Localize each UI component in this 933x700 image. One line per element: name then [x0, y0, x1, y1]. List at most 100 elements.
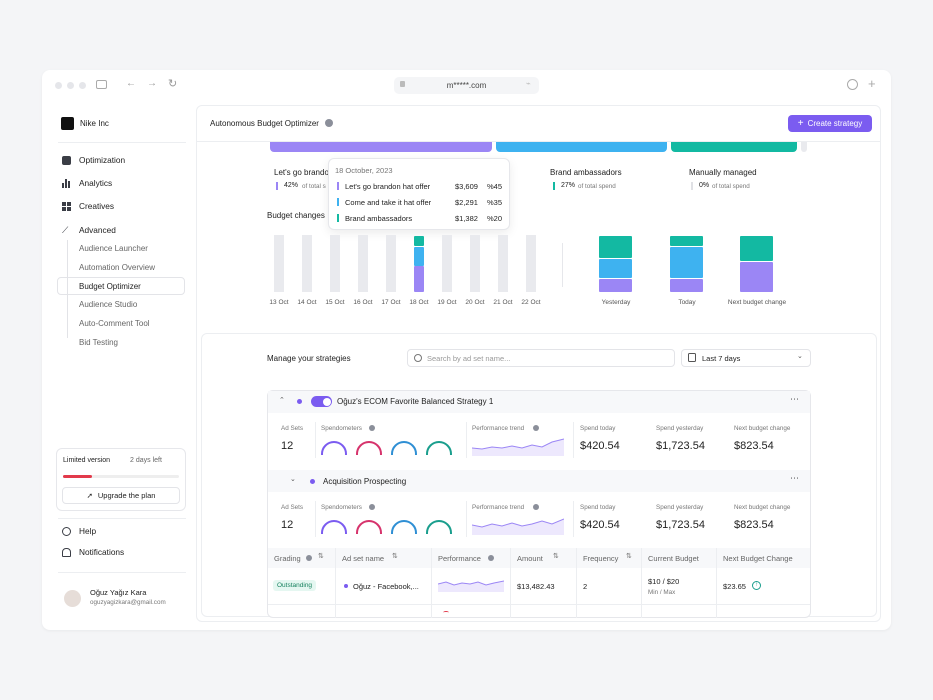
collapse-icon[interactable]: ⌃	[279, 397, 285, 404]
tooltip-date: 18 October, 2023	[335, 166, 393, 175]
sidebar-item-bid-testing[interactable]: Bid Testing	[79, 338, 118, 347]
chart-bar-segment[interactable]	[414, 236, 424, 247]
gauge-icon	[391, 520, 417, 534]
nav-notifications[interactable]: Notifications	[62, 547, 124, 557]
create-strategy-button[interactable]: + Create strategy	[788, 115, 872, 132]
info-icon[interactable]	[369, 425, 375, 431]
col-grading[interactable]: Grading	[274, 554, 301, 563]
sort-icon[interactable]: ⇅	[318, 553, 324, 560]
chart-bar-segment[interactable]	[740, 261, 773, 292]
chart-bar-empty[interactable]	[274, 235, 284, 292]
nav-label: Analytics	[79, 178, 113, 188]
chevron-down-icon: ⌄	[797, 353, 803, 360]
nav-analytics[interactable]: Analytics	[62, 178, 112, 188]
chart-bar-segment[interactable]	[599, 258, 632, 278]
chart-bar-empty[interactable]	[386, 235, 396, 292]
nav-label: Notifications	[79, 547, 125, 557]
tooltip-amount-3: $1,382	[455, 214, 478, 223]
chart-bar-segment[interactable]	[599, 236, 632, 258]
nav-optimization[interactable]: Optimization	[62, 155, 125, 165]
gauge-icon	[356, 441, 382, 455]
sidebar-item-budget-optimizer[interactable]	[57, 277, 185, 295]
window-maximize-dot[interactable]	[79, 82, 86, 89]
chart-bar-segment[interactable]	[670, 236, 703, 247]
avatar[interactable]	[64, 590, 81, 607]
tooltip-pct-3: %20	[487, 214, 503, 223]
more-icon[interactable]: ⋯	[790, 473, 799, 483]
forward-icon[interactable]: →	[147, 78, 157, 89]
expand-icon[interactable]: ⌄	[290, 476, 296, 483]
chart-bar-empty[interactable]	[358, 235, 368, 292]
info-icon[interactable]	[325, 119, 333, 127]
ad-set-name[interactable]: Oğuz - Facebook,...	[353, 582, 419, 591]
upgrade-button[interactable]: ➚ Upgrade the plan	[62, 487, 180, 504]
nav-creatives[interactable]: Creatives	[62, 201, 114, 211]
grade-badge: Outstanding	[273, 580, 317, 591]
chart-bar-segment[interactable]	[599, 278, 632, 292]
col-next-budget-change[interactable]: Next Budget Change	[723, 554, 793, 563]
link-icon[interactable]: ⌁	[526, 79, 531, 88]
chart-bar-empty[interactable]	[470, 235, 480, 292]
sparkline	[438, 580, 504, 592]
spend-yesterday-label: Spend yesterday	[656, 425, 704, 432]
col-performance[interactable]: Performance	[438, 554, 481, 563]
strategy-toggle[interactable]	[311, 396, 332, 407]
chart-bar-empty[interactable]	[442, 235, 452, 292]
chart-bar-segment[interactable]	[414, 266, 424, 292]
col-amount[interactable]: Amount	[517, 554, 543, 563]
download-icon[interactable]	[847, 79, 858, 90]
col-current-budget[interactable]: Current Budget	[648, 554, 699, 563]
chart-bar-segment[interactable]	[670, 278, 703, 292]
chart-bar-segment[interactable]	[670, 247, 703, 278]
arrow-up-icon[interactable]: ↑	[752, 581, 761, 590]
info-icon[interactable]	[488, 555, 494, 561]
sidebar-item-auto-comment-tool[interactable]: Auto-Comment Tool	[79, 319, 150, 328]
x-tick-label: 16 Oct	[353, 299, 373, 306]
info-icon[interactable]	[533, 425, 539, 431]
chart-bar-empty[interactable]	[526, 235, 536, 292]
nav-help[interactable]: Help	[62, 526, 96, 536]
info-icon[interactable]	[369, 504, 375, 510]
allocation-bar-manual[interactable]	[801, 142, 807, 152]
nav-advanced[interactable]: ⟋ Advanced	[62, 225, 116, 235]
search-input[interactable]	[407, 349, 675, 367]
chart-bar-empty[interactable]	[498, 235, 508, 292]
address-bar[interactable]: m*****.com	[394, 77, 539, 94]
chart-bar-segment[interactable]	[414, 247, 424, 267]
col-ad-set-name[interactable]: Ad set name	[342, 554, 385, 563]
chart-bar-empty[interactable]	[330, 235, 340, 292]
window-minimize-dot[interactable]	[67, 82, 74, 89]
date-range-select[interactable]	[681, 349, 811, 367]
back-icon[interactable]: ←	[126, 78, 136, 89]
next-budget-value: $23.65	[723, 582, 746, 591]
sidebar-item-audience-studio[interactable]: Audience Studio	[79, 300, 138, 309]
col-frequency[interactable]: Frequency	[583, 554, 619, 563]
sort-icon[interactable]: ⇅	[626, 553, 632, 560]
reload-icon[interactable]: ↻	[168, 78, 178, 90]
strategy-name[interactable]: Oğuz's ECOM Favorite Balanced Strategy 1	[337, 397, 494, 406]
new-tab-icon[interactable]: +	[868, 76, 876, 91]
create-label: Create strategy	[807, 119, 863, 128]
allocation-bar-lets-go-brandon[interactable]	[270, 142, 492, 152]
window-close-dot[interactable]	[55, 82, 62, 89]
sort-icon[interactable]: ⇅	[553, 553, 559, 560]
org-name: Nike Inc	[80, 119, 109, 128]
chart-bar-segment[interactable]	[740, 236, 773, 261]
allocation-bar-brand-ambassadors[interactable]	[671, 142, 797, 152]
strategy-name[interactable]: Acquisition Prospecting	[323, 477, 407, 486]
strategies-title: Manage your strategies	[267, 354, 351, 363]
sidebar-item-audience-launcher[interactable]: Audience Launcher	[79, 244, 148, 253]
info-icon[interactable]	[306, 555, 312, 561]
status-dot	[344, 584, 348, 588]
sparkline	[472, 438, 564, 456]
sidebar-item-automation-overview[interactable]: Automation Overview	[79, 263, 156, 272]
info-icon[interactable]	[533, 504, 539, 510]
user-name: Oğuz Yağız Kara	[90, 588, 147, 597]
chart-bar-empty[interactable]	[302, 235, 312, 292]
sort-icon[interactable]: ⇅	[392, 553, 398, 560]
calendar-icon	[688, 353, 696, 362]
sidebar-toggle-icon[interactable]	[96, 80, 107, 89]
tooltip-name-2: Come and take it hat offer	[345, 198, 432, 207]
more-icon[interactable]: ⋯	[790, 394, 799, 404]
allocation-bar-come-and-take-it[interactable]	[496, 142, 667, 152]
